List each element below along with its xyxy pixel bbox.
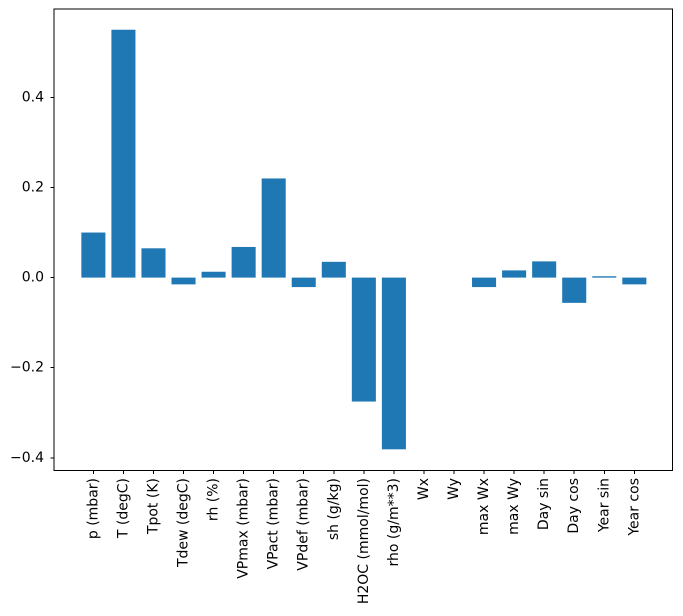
x-tick-label: VPmax (mbar) <box>236 478 252 579</box>
x-tick-label: Year cos <box>626 478 642 537</box>
bar-vpmax-mbar <box>231 246 256 278</box>
x-tick-label: Tpot (K) <box>145 478 161 535</box>
x-tick-label: rho (g/m**3) <box>386 478 402 566</box>
x-tick-label: VPact (mbar) <box>266 478 282 569</box>
bar-max-wy <box>502 270 527 278</box>
x-tick-label: Wy <box>446 478 462 500</box>
x-tick-label: VPdef (mbar) <box>296 478 312 571</box>
x-tick-label: T (degC) <box>115 478 131 539</box>
x-tick-label: Tdew (degC) <box>176 478 192 568</box>
x-tick-label: p (mbar) <box>85 478 101 539</box>
bar-sh-g-kg <box>321 261 346 278</box>
bar-tpot-k <box>141 248 166 278</box>
bar-year-cos <box>622 277 647 285</box>
bar-t-degc <box>111 29 136 278</box>
y-tick-label: 0.0 <box>22 270 44 286</box>
bar-vpdef-mbar <box>291 277 316 288</box>
bar-h2oc-mmol-mol <box>351 277 376 402</box>
x-tick-label: Year sin <box>596 478 612 533</box>
x-tick-label: Day cos <box>566 478 582 534</box>
plot-border <box>53 8 673 471</box>
y-tick-label: −0.4 <box>10 450 44 466</box>
bar-day-sin <box>532 261 557 278</box>
bar-rho-g-m-3 <box>381 277 406 450</box>
y-tick-label: 0.2 <box>22 179 44 195</box>
y-tick-label: 0.4 <box>22 89 44 105</box>
bar-max-wx <box>472 277 497 288</box>
x-tick-label: Wx <box>416 478 432 500</box>
bar-vpact-mbar <box>261 178 286 278</box>
x-tick-label: max Wx <box>476 478 492 535</box>
x-tick-label: rh (%) <box>206 478 222 521</box>
bar-p-mbar <box>81 232 106 278</box>
x-tick-label: sh (g/kg) <box>326 478 342 540</box>
bar-day-cos <box>562 277 587 303</box>
x-tick-label: Day sin <box>536 478 552 530</box>
bar-rh <box>201 271 226 278</box>
y-tick-label: −0.2 <box>10 360 44 376</box>
bar-year-sin <box>592 276 617 278</box>
x-tick-label: H2OC (mmol/mol) <box>356 478 372 604</box>
x-tick-label: max Wy <box>506 478 522 535</box>
bar-tdew-degc <box>171 277 196 285</box>
